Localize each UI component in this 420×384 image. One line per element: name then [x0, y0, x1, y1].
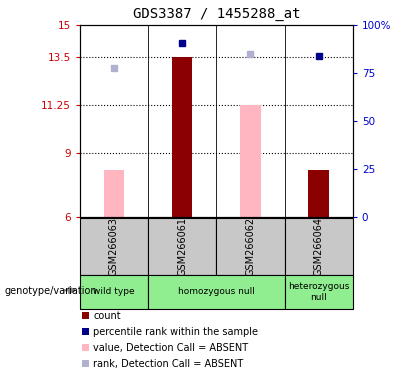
Bar: [285, 275, 353, 309]
Bar: [148, 275, 285, 309]
Text: GSM266063: GSM266063: [109, 217, 119, 276]
Title: GDS3387 / 1455288_at: GDS3387 / 1455288_at: [133, 7, 300, 21]
Text: homozygous null: homozygous null: [178, 287, 255, 296]
Bar: [285, 218, 353, 275]
Text: count: count: [93, 311, 121, 321]
Bar: [240, 105, 261, 217]
Text: wild type: wild type: [93, 287, 135, 296]
Text: GSM266064: GSM266064: [314, 217, 324, 276]
Text: percentile rank within the sample: percentile rank within the sample: [93, 327, 258, 337]
Bar: [148, 218, 216, 275]
Text: value, Detection Call = ABSENT: value, Detection Call = ABSENT: [93, 343, 248, 353]
Text: heterozygous
null: heterozygous null: [288, 282, 349, 301]
Bar: [80, 275, 148, 309]
Bar: [172, 57, 192, 217]
Bar: [308, 170, 329, 217]
Text: GSM266062: GSM266062: [245, 217, 255, 276]
Bar: [104, 170, 124, 217]
Text: GSM266061: GSM266061: [177, 217, 187, 276]
Bar: [216, 218, 285, 275]
Text: genotype/variation: genotype/variation: [4, 286, 97, 296]
Bar: [80, 218, 148, 275]
Text: rank, Detection Call = ABSENT: rank, Detection Call = ABSENT: [93, 359, 244, 369]
